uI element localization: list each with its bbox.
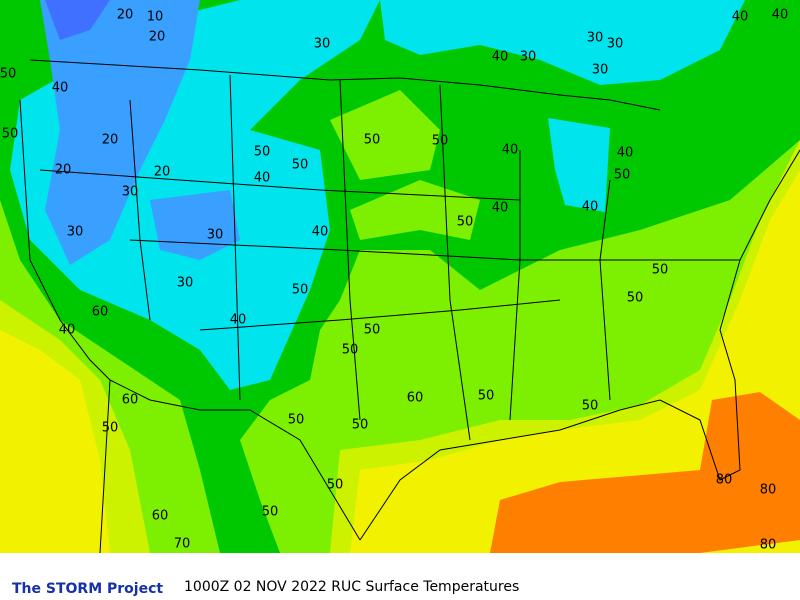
contour-label: 60 [152,509,169,524]
state-line-3 [199,299,561,331]
contour-label: 30 [177,276,194,291]
contour-label: 50 [292,283,309,298]
contour-label: 50 [102,421,119,436]
contour-label: 30 [607,37,624,52]
state-line-6 [439,84,471,441]
contour-label: 20 [102,133,119,148]
contour-label: 30 [314,37,331,52]
contour-label: 20 [149,30,166,45]
state-line-5 [339,79,361,421]
brand: The STORM Project [12,581,164,597]
contour-label: 50 [327,478,344,493]
contour-label: 40 [492,50,509,65]
contour-label: 30 [592,63,609,78]
contour-label: 40 [312,225,329,240]
state-line-8 [599,179,611,401]
contour-label: 40 [52,81,69,96]
contour-label: 50 [582,399,599,414]
contour-label: 50 [292,158,309,173]
contour-label: 50 [652,263,669,278]
contour-label: 80 [716,473,733,488]
contour-label: 50 [432,134,449,149]
state-line-9 [129,99,151,321]
contour-label: 50 [457,215,474,230]
contour-label: 30 [67,225,84,240]
contour-label: 50 [352,418,369,433]
contour-label: 40 [59,323,76,338]
state-line-1 [39,169,521,201]
contour-label: 40 [582,200,599,215]
zone-50s-plains [350,180,480,240]
zone-10s [45,0,110,40]
contour-label: 40 [254,171,271,186]
contour-label: 50 [627,291,644,306]
zone-50s-north [330,90,440,180]
contour-label: 40 [617,146,634,161]
contour-label: 30 [207,228,224,243]
contour-label: 50 [262,505,279,520]
map-caption: 1000Z 02 NOV 2022 RUC Surface Temperatur… [184,579,520,595]
contour-label: 50 [0,67,16,82]
contour-label: 40 [502,143,519,158]
contour-label: 50 [288,413,305,428]
state-line-7 [509,150,521,421]
contour-label: 40 [492,201,509,216]
contour-label: 40 [230,313,247,328]
boundaries [19,59,800,553]
canada-border [29,59,661,111]
contour-label: 50 [614,168,631,183]
zone-70s [0,330,110,553]
contour-label: 50 [364,133,381,148]
zone-20s [40,0,200,265]
footer: The STORM Project 1000Z 02 NOV 2022 RUC … [0,553,800,600]
contour-label: 20 [55,163,72,178]
contour-label: 50 [254,145,271,160]
contour-label: 50 [364,323,381,338]
contour-label: 80 [760,538,777,553]
zone-30s-lakes [548,118,610,212]
contour-label: 40 [772,8,789,23]
contour-label: 30 [122,185,139,200]
gulf-atlantic-coast [359,149,800,541]
contour-label: 60 [92,305,109,320]
contour-label: 10 [147,10,164,25]
contour-label: 80 [760,483,777,498]
contour-label: 60 [122,393,139,408]
zone-80s [490,392,800,553]
contour-label: 60 [407,391,424,406]
contour-label: 30 [520,50,537,65]
contour-label: 30 [587,31,604,46]
contour-label: 50 [478,389,495,404]
zone-30s-north [380,0,745,85]
contour-label: 20 [154,165,171,180]
contour-label: 20 [117,8,134,23]
contour-label: 50 [342,343,359,358]
state-line-4 [229,74,241,401]
contour-label: 70 [174,537,191,552]
contour-label: 40 [732,10,749,25]
contour-label: 50 [2,127,19,142]
mexico-border [109,379,361,541]
zone-70s-east [350,170,800,553]
